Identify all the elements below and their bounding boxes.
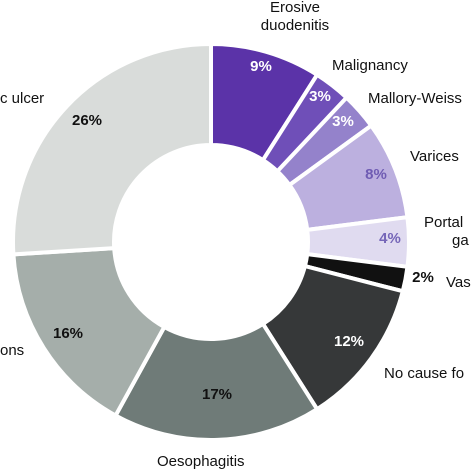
slice-category-label: No cause fo [384,365,464,382]
slice-percent-label: 4% [379,230,401,247]
slice-percent-label: 16% [53,325,83,342]
slice-percent-label: 2% [412,269,434,286]
slice-category-label: ons [0,342,24,359]
slice-category-label: Malignancy [332,57,408,74]
slice-category-label: c ulcer [0,90,44,107]
slice-category-label: Portal ga [424,214,469,249]
donut-slice [11,41,213,257]
slice-percent-label: 17% [202,386,232,403]
slice-percent-label: 12% [334,333,364,350]
slice-percent-label: 3% [309,88,331,105]
slice-category-label: Erosive duodenitis [261,0,329,34]
donut-slice [11,245,167,419]
slice-category-label: Oesophagitis [157,453,245,470]
slice-percent-label: 26% [72,112,102,129]
slice-percent-label: 8% [365,166,387,183]
slice-category-label: Vas [446,274,471,291]
slice-percent-label: 9% [250,58,272,75]
slice-percent-label: 3% [332,113,354,130]
slice-category-label: Mallory-Weiss [368,90,462,107]
donut-slice [112,321,320,442]
slice-category-label: Varices [410,148,459,165]
